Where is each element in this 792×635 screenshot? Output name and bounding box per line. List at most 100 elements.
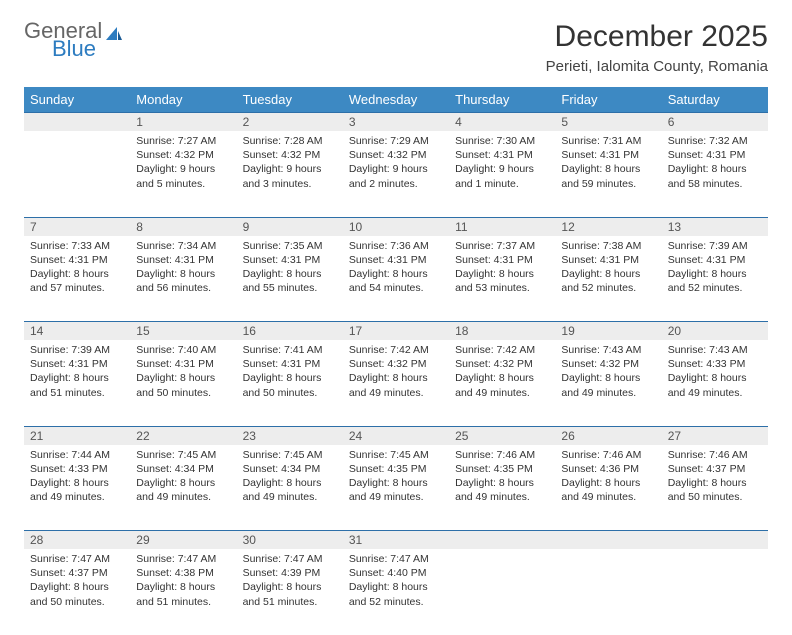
day-header: Wednesday: [343, 87, 449, 113]
daylight-line2: and 58 minutes.: [668, 177, 762, 191]
daylight-line2: and 49 minutes.: [561, 490, 655, 504]
daylight-line1: Daylight: 8 hours: [668, 267, 762, 281]
page-title: December 2025: [546, 20, 768, 54]
week-info-row: Sunrise: 7:39 AMSunset: 4:31 PMDaylight:…: [24, 340, 768, 426]
day-number: 1: [130, 113, 236, 132]
daylight-line1: Daylight: 8 hours: [349, 371, 443, 385]
day-cell: Sunrise: 7:46 AMSunset: 4:35 PMDaylight:…: [449, 445, 555, 531]
sunrise: Sunrise: 7:30 AM: [455, 134, 549, 148]
sunset: Sunset: 4:37 PM: [30, 566, 124, 580]
daylight-line2: and 49 minutes.: [455, 386, 549, 400]
sunrise: Sunrise: 7:36 AM: [349, 239, 443, 253]
daylight-line2: and 49 minutes.: [243, 490, 337, 504]
daylight-line2: and 5 minutes.: [136, 177, 230, 191]
day-cell: [555, 549, 661, 635]
sunset: Sunset: 4:32 PM: [349, 148, 443, 162]
daylight-line1: Daylight: 9 hours: [243, 162, 337, 176]
day-number: 29: [130, 531, 236, 550]
day-number: 21: [24, 426, 130, 445]
day-cell: Sunrise: 7:29 AMSunset: 4:32 PMDaylight:…: [343, 131, 449, 217]
sunrise: Sunrise: 7:40 AM: [136, 343, 230, 357]
week-info-row: Sunrise: 7:44 AMSunset: 4:33 PMDaylight:…: [24, 445, 768, 531]
day-cell: Sunrise: 7:41 AMSunset: 4:31 PMDaylight:…: [237, 340, 343, 426]
daylight-line1: Daylight: 8 hours: [243, 476, 337, 490]
sunset: Sunset: 4:32 PM: [455, 357, 549, 371]
daylight-line1: Daylight: 8 hours: [30, 267, 124, 281]
sunset: Sunset: 4:31 PM: [561, 253, 655, 267]
sunrise: Sunrise: 7:47 AM: [30, 552, 124, 566]
sunset: Sunset: 4:36 PM: [561, 462, 655, 476]
sunset: Sunset: 4:33 PM: [30, 462, 124, 476]
daylight-line2: and 52 minutes.: [561, 281, 655, 295]
day-number: 12: [555, 217, 661, 236]
daylight-line2: and 50 minutes.: [30, 595, 124, 609]
day-number: 16: [237, 322, 343, 341]
day-cell: Sunrise: 7:39 AMSunset: 4:31 PMDaylight:…: [662, 236, 768, 322]
sunrise: Sunrise: 7:47 AM: [349, 552, 443, 566]
sunset: Sunset: 4:31 PM: [668, 253, 762, 267]
sunset: Sunset: 4:31 PM: [668, 148, 762, 162]
sunset: Sunset: 4:31 PM: [136, 357, 230, 371]
day-cell: Sunrise: 7:42 AMSunset: 4:32 PMDaylight:…: [343, 340, 449, 426]
daylight-line2: and 55 minutes.: [243, 281, 337, 295]
sunset: Sunset: 4:32 PM: [349, 357, 443, 371]
sunrise: Sunrise: 7:43 AM: [668, 343, 762, 357]
day-header: Monday: [130, 87, 236, 113]
day-number: 30: [237, 531, 343, 550]
day-number: 15: [130, 322, 236, 341]
day-number: 7: [24, 217, 130, 236]
sunrise: Sunrise: 7:35 AM: [243, 239, 337, 253]
day-cell: Sunrise: 7:45 AMSunset: 4:34 PMDaylight:…: [130, 445, 236, 531]
daylight-line2: and 52 minutes.: [349, 595, 443, 609]
day-cell: Sunrise: 7:43 AMSunset: 4:33 PMDaylight:…: [662, 340, 768, 426]
sunset: Sunset: 4:38 PM: [136, 566, 230, 580]
sunrise: Sunrise: 7:27 AM: [136, 134, 230, 148]
sunrise: Sunrise: 7:28 AM: [243, 134, 337, 148]
day-cell: [24, 131, 130, 217]
daylight-line1: Daylight: 8 hours: [561, 267, 655, 281]
sunrise: Sunrise: 7:31 AM: [561, 134, 655, 148]
sunrise: Sunrise: 7:42 AM: [349, 343, 443, 357]
day-cell: Sunrise: 7:45 AMSunset: 4:35 PMDaylight:…: [343, 445, 449, 531]
daylight-line1: Daylight: 9 hours: [349, 162, 443, 176]
sunset: Sunset: 4:31 PM: [455, 253, 549, 267]
day-number: 5: [555, 113, 661, 132]
daylight-line1: Daylight: 8 hours: [243, 371, 337, 385]
daylight-line2: and 3 minutes.: [243, 177, 337, 191]
daylight-line1: Daylight: 8 hours: [668, 371, 762, 385]
sunrise: Sunrise: 7:38 AM: [561, 239, 655, 253]
week-daynum-row: 28293031: [24, 531, 768, 550]
daylight-line1: Daylight: 8 hours: [243, 267, 337, 281]
sunset: Sunset: 4:32 PM: [561, 357, 655, 371]
sunrise: Sunrise: 7:32 AM: [668, 134, 762, 148]
day-header: Sunday: [24, 87, 130, 113]
day-cell: Sunrise: 7:43 AMSunset: 4:32 PMDaylight:…: [555, 340, 661, 426]
daylight-line2: and 49 minutes.: [668, 386, 762, 400]
day-cell: Sunrise: 7:34 AMSunset: 4:31 PMDaylight:…: [130, 236, 236, 322]
daylight-line1: Daylight: 8 hours: [136, 476, 230, 490]
sunrise: Sunrise: 7:37 AM: [455, 239, 549, 253]
daylight-line1: Daylight: 8 hours: [243, 580, 337, 594]
week-info-row: Sunrise: 7:33 AMSunset: 4:31 PMDaylight:…: [24, 236, 768, 322]
week-daynum-row: 21222324252627: [24, 426, 768, 445]
day-cell: [662, 549, 768, 635]
sunset: Sunset: 4:34 PM: [243, 462, 337, 476]
sunset: Sunset: 4:31 PM: [243, 253, 337, 267]
sunset: Sunset: 4:31 PM: [136, 253, 230, 267]
daylight-line2: and 2 minutes.: [349, 177, 443, 191]
day-number: 28: [24, 531, 130, 550]
day-number: 17: [343, 322, 449, 341]
day-cell: Sunrise: 7:46 AMSunset: 4:36 PMDaylight:…: [555, 445, 661, 531]
day-number: [449, 531, 555, 550]
day-cell: Sunrise: 7:38 AMSunset: 4:31 PMDaylight:…: [555, 236, 661, 322]
day-cell: Sunrise: 7:33 AMSunset: 4:31 PMDaylight:…: [24, 236, 130, 322]
day-number: 24: [343, 426, 449, 445]
sunrise: Sunrise: 7:45 AM: [136, 448, 230, 462]
day-number: 11: [449, 217, 555, 236]
day-number: 23: [237, 426, 343, 445]
day-header-row: Sunday Monday Tuesday Wednesday Thursday…: [24, 87, 768, 113]
daylight-line2: and 49 minutes.: [349, 490, 443, 504]
day-number: 22: [130, 426, 236, 445]
daylight-line2: and 51 minutes.: [243, 595, 337, 609]
daylight-line2: and 52 minutes.: [668, 281, 762, 295]
